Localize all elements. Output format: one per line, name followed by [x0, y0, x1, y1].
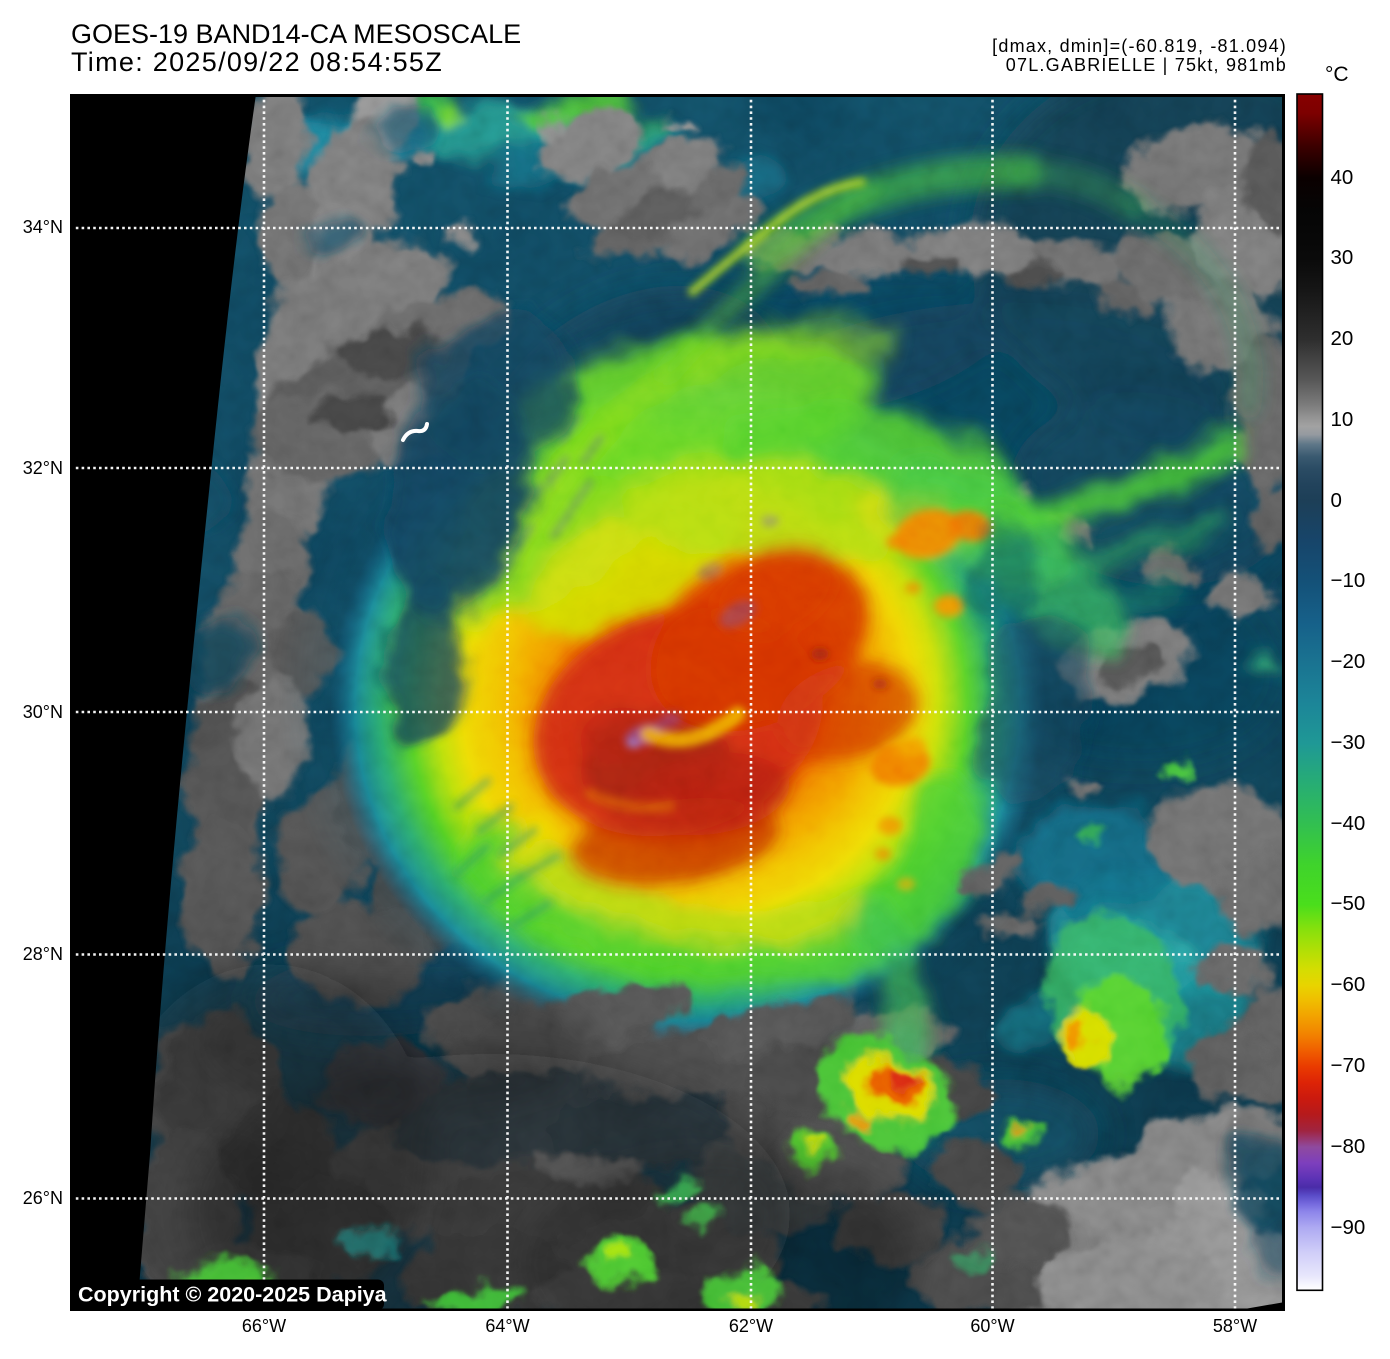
svg-text:Copyright © 2020-2025 Dapiya: Copyright © 2020-2025 Dapiya — [78, 1282, 388, 1306]
